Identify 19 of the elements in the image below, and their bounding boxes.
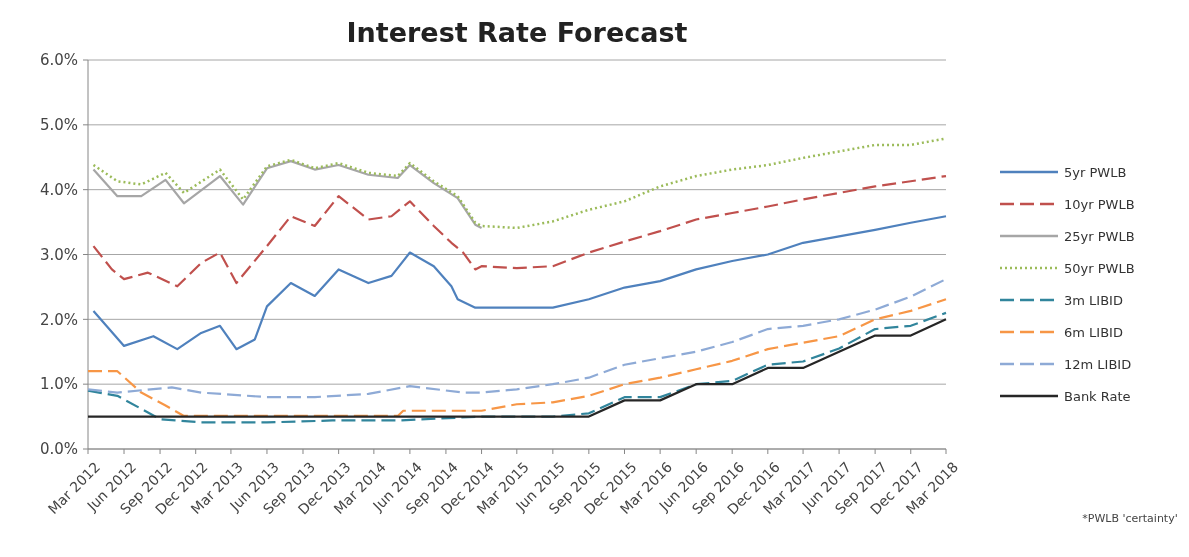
legend-label: 25yr PWLB	[1064, 228, 1135, 244]
legend-label: 10yr PWLB	[1064, 196, 1135, 212]
y-tick-label: 1.0%	[39, 375, 78, 394]
chart-title: Interest Rate Forecast	[346, 17, 688, 48]
y-tick-label: 0.0%	[39, 440, 78, 459]
line-series	[92, 174, 948, 288]
line-series	[92, 215, 948, 351]
legend-label: Bank Rate	[1064, 388, 1131, 404]
legend-label: 5yr PWLB	[1064, 164, 1127, 180]
legend-label: 12m LIBID	[1064, 356, 1132, 372]
y-tick-label: 3.0%	[39, 245, 78, 264]
y-tick-label: 2.0%	[39, 310, 78, 329]
legend-label: 6m LIBID	[1064, 324, 1123, 340]
y-tick-label: 4.0%	[39, 180, 78, 199]
legend-label: 50yr PWLB	[1064, 260, 1135, 276]
legend-label: 3m LIBID	[1064, 292, 1123, 308]
y-tick-label: 5.0%	[39, 116, 78, 135]
y-tick-label: 6.0%	[39, 51, 78, 70]
text: *PWLB 'certainty'	[1082, 512, 1178, 525]
